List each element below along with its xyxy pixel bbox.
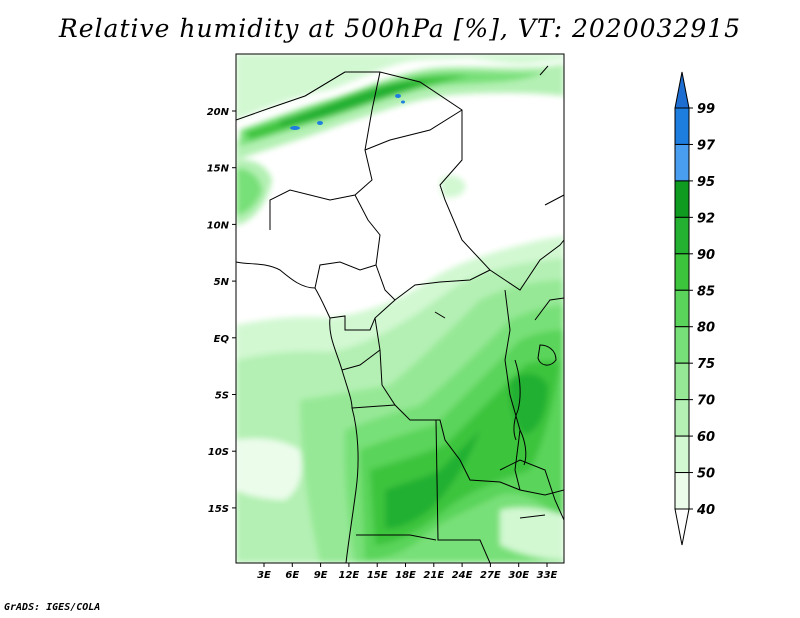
lat-label: 15N xyxy=(207,164,230,175)
lat-label: 15S xyxy=(208,504,229,515)
colorbar-label: 95 xyxy=(697,175,715,190)
lon-label: 33E xyxy=(537,570,558,581)
colorbar-top-arrow xyxy=(674,71,690,109)
lon-label: 21E xyxy=(423,570,444,581)
colorbar-label: 70 xyxy=(697,394,715,409)
map-panel xyxy=(235,53,565,564)
lat-label: 10S xyxy=(208,447,229,458)
colorbar-segment xyxy=(674,472,690,510)
high-humidity-spots xyxy=(290,94,405,130)
lon-label: 24E xyxy=(452,570,473,581)
lon-label: 6E xyxy=(285,570,299,581)
map-frame xyxy=(235,53,565,564)
colorbar-label: 60 xyxy=(697,430,715,445)
colorbar-segment xyxy=(674,362,690,401)
colorbar-segment xyxy=(674,180,690,218)
colorbar-label: 97 xyxy=(697,138,716,153)
lat-label: 5S xyxy=(215,391,229,402)
credit-label: GrADS: IGES/COLA xyxy=(4,602,101,613)
lon-label: 9E xyxy=(314,570,328,581)
lat-label: EQ xyxy=(214,334,230,345)
lat-label: 5N xyxy=(214,277,230,288)
colorbar-segment xyxy=(674,107,690,145)
lon-label: 27E xyxy=(480,570,501,581)
lon-label: 30E xyxy=(508,570,529,581)
colorbar-segment xyxy=(674,289,690,328)
colorbar-label: 90 xyxy=(697,248,715,263)
longitude-axis: 3E 6E 9E 12E 15E 18E 21E 24E 27E 30E 33E xyxy=(257,563,558,581)
map-title: Relative humidity at 500hPa [%], VT: 202… xyxy=(58,14,742,43)
colorbar-label: 99 xyxy=(697,102,715,117)
colorbar-segment xyxy=(674,143,690,182)
colorbar-segment xyxy=(674,399,690,437)
country-borders xyxy=(236,65,564,563)
lon-label: 18E xyxy=(395,570,416,581)
lat-label: 10N xyxy=(207,220,230,231)
colorbar-segment xyxy=(674,435,690,474)
colorbar-label: 40 xyxy=(696,503,715,518)
colorbar: 99 97 95 92 90 85 80 75 70 60 50 40 xyxy=(674,71,716,546)
latitude-axis: 20N 15N 10N 5N EQ 5S 10S 15S xyxy=(207,107,236,515)
colorbar-label: 85 xyxy=(697,284,715,299)
lon-label: 3E xyxy=(257,570,271,581)
lon-label: 12E xyxy=(339,570,360,581)
colorbar-label: 50 xyxy=(697,467,715,482)
colorbar-label: 75 xyxy=(697,357,715,372)
colorbar-segment xyxy=(674,326,690,364)
colorbar-bottom-arrow xyxy=(674,508,690,546)
colorbar-label: 80 xyxy=(697,321,715,336)
lon-label: 15E xyxy=(367,570,388,581)
lat-label: 20N xyxy=(207,107,230,118)
colorbar-segment xyxy=(674,216,690,255)
colorbar-segment xyxy=(674,253,690,291)
colorbar-label: 92 xyxy=(697,211,715,226)
